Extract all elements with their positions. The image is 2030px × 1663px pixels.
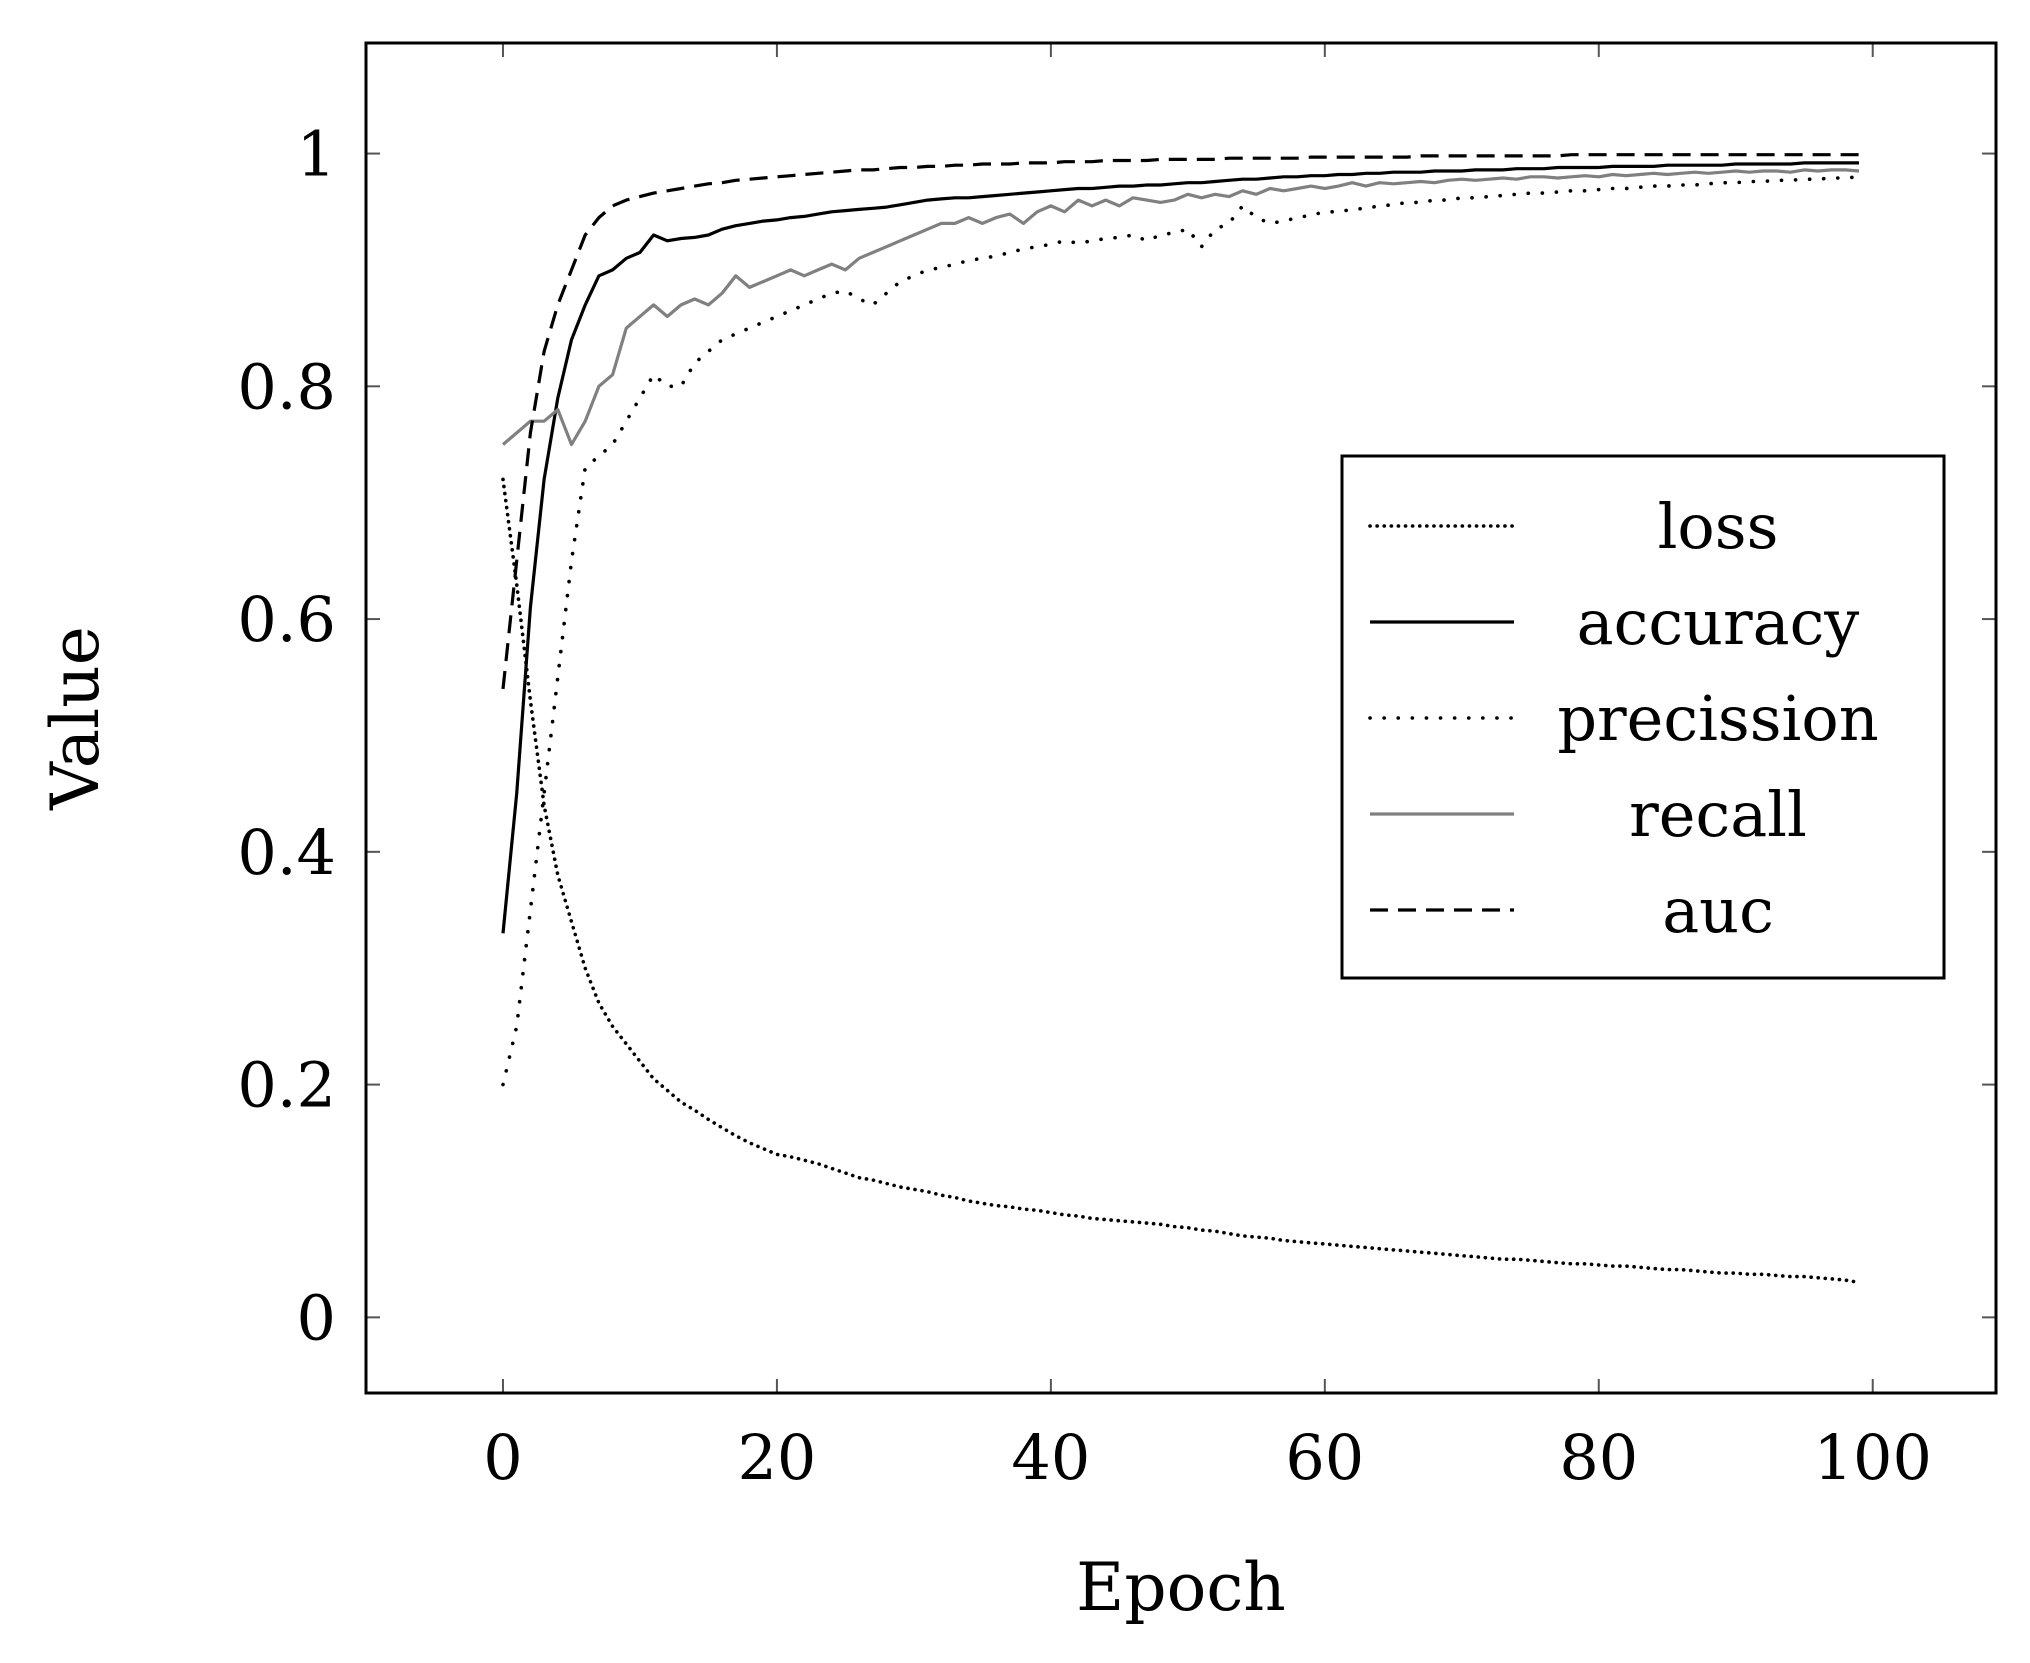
legend-label-recall: recall	[1629, 778, 1807, 851]
plot-frame	[364, 41, 1998, 1395]
y-tick-label: 0.4	[237, 816, 336, 889]
legend-box	[1340, 454, 1946, 980]
legend-label-precission: precission	[1557, 682, 1878, 755]
legend-label-loss: loss	[1658, 490, 1779, 563]
series-line-precission	[501, 175, 1861, 1087]
x-tick-label: 0	[483, 1421, 522, 1494]
x-axis-label: Epoch	[1076, 1549, 1286, 1626]
x-tick-label: 40	[1011, 1421, 1090, 1494]
x-tick-label: 80	[1559, 1421, 1638, 1494]
y-tick-label: 0.2	[237, 1049, 336, 1122]
series-line-auc	[501, 153, 1859, 690]
series-line-loss	[501, 477, 1861, 1285]
legend: loss accuracy precission recall auc	[1340, 454, 1946, 980]
y-tick-label: 0.8	[237, 350, 336, 423]
y-tick-label: 0.6	[237, 583, 336, 656]
x-tick-label: 100	[1814, 1421, 1932, 1494]
legend-label-accuracy: accuracy	[1577, 586, 1860, 659]
x-tick-label: 20	[737, 1421, 816, 1494]
x-tick-label: 60	[1285, 1421, 1364, 1494]
series-line-accuracy	[501, 161, 1859, 934]
y-axis-label: Value	[37, 626, 114, 811]
y-tick-label: 0	[297, 1281, 336, 1354]
series-line-recall	[501, 168, 1860, 447]
ticks-layer: 0 20 40 60 80 100 0 0.2 0.4 0.6 0.8 1	[237, 43, 1996, 1494]
y-tick-label: 1	[297, 118, 336, 191]
series-layer	[501, 153, 1861, 1285]
legend-label-auc: auc	[1662, 874, 1774, 947]
